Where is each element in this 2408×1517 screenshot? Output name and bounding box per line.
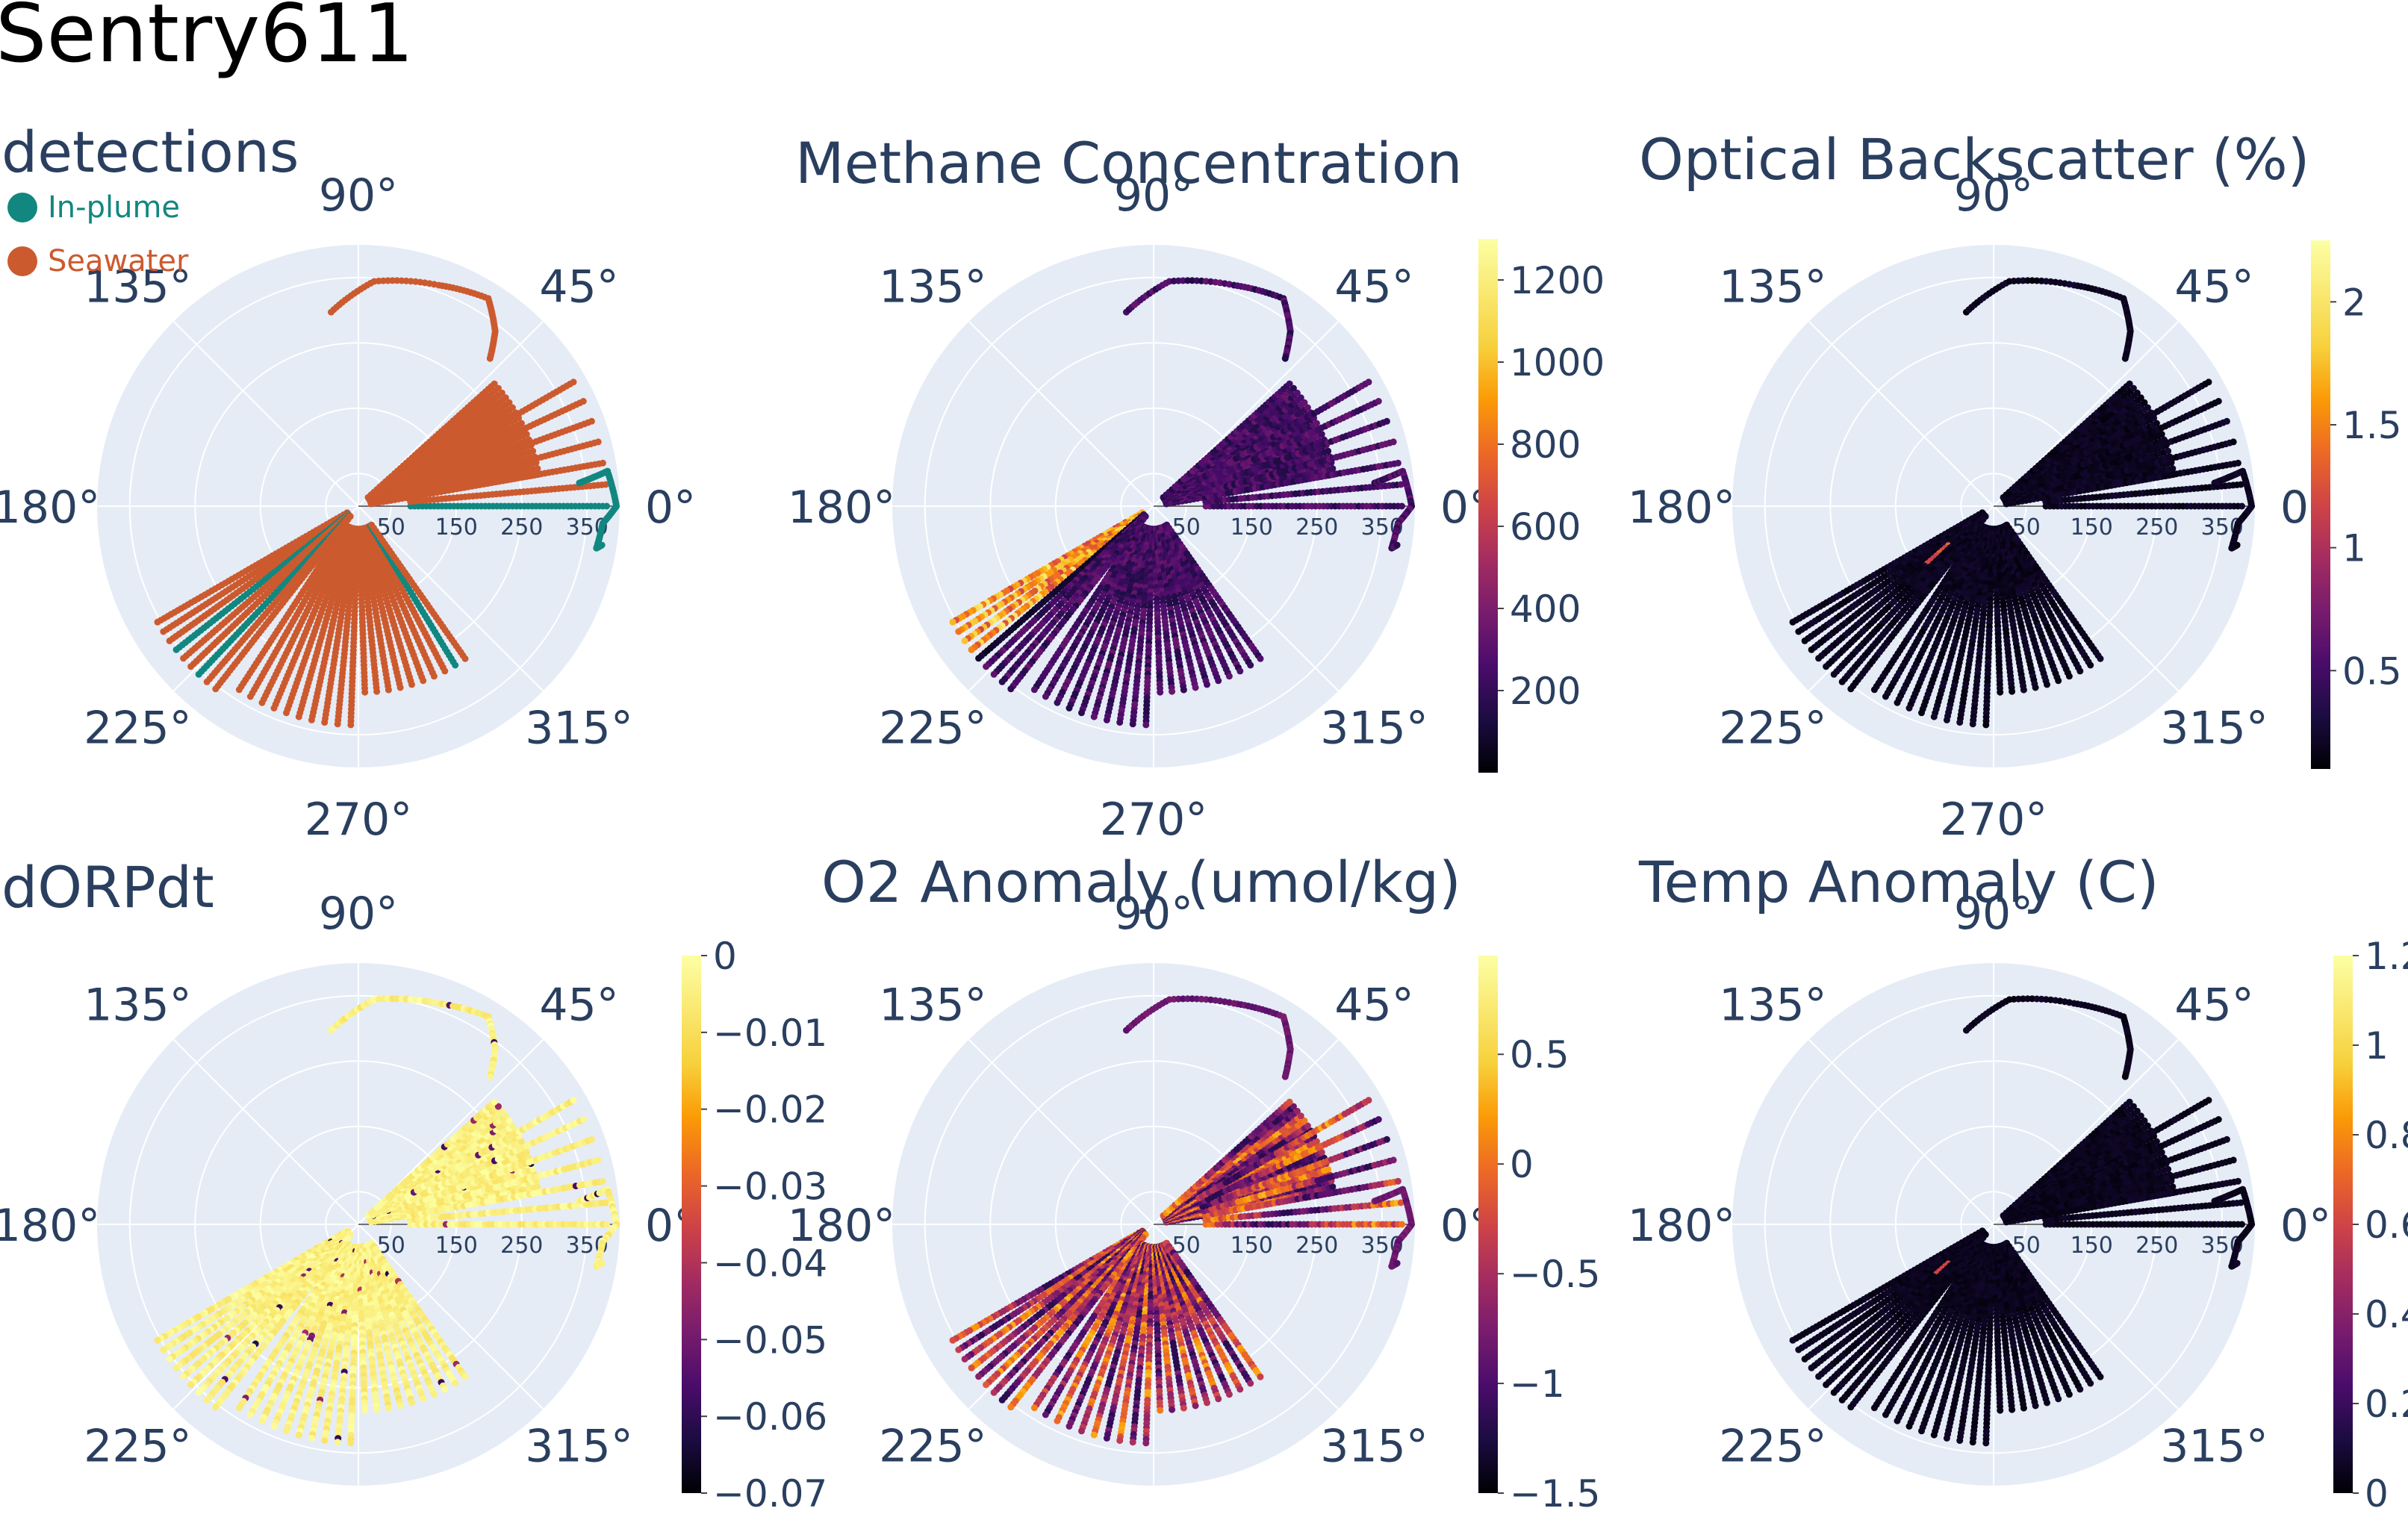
data-point <box>1390 438 1397 445</box>
data-point <box>1116 719 1123 726</box>
angular-tick-label: 225° <box>84 703 192 755</box>
data-point <box>173 647 180 653</box>
angular-tick-label: 270° <box>1100 794 1208 846</box>
data-point <box>155 619 161 626</box>
radial-tick-label: 250 <box>500 514 543 541</box>
data-point <box>491 381 498 387</box>
data-point <box>1366 379 1372 385</box>
data-point <box>1078 709 1085 716</box>
data-point <box>600 460 606 467</box>
radial-tick-label: 150 <box>435 514 478 541</box>
data-point <box>335 720 341 727</box>
angular-tick-label: 270° <box>305 794 413 846</box>
angular-tick-label: 315° <box>525 703 633 755</box>
data-point <box>1399 503 1405 510</box>
data-point <box>180 655 187 661</box>
data-point <box>212 685 219 692</box>
angular-tick-label: 90° <box>1114 169 1193 222</box>
data-point <box>452 662 458 669</box>
data-point <box>283 709 290 716</box>
angular-tick-label: 135° <box>879 261 987 313</box>
data-point <box>1130 720 1136 727</box>
legend-marker <box>7 246 37 276</box>
radial-tick-label: 250 <box>1295 514 1338 541</box>
data-point <box>487 355 494 362</box>
data-point <box>588 418 595 425</box>
data-point <box>595 438 602 445</box>
data-point <box>271 705 278 711</box>
legend-label: In-plume <box>48 190 180 225</box>
data-point <box>373 688 380 695</box>
data-point <box>599 542 606 549</box>
data-point <box>296 714 302 720</box>
data-point <box>955 629 962 635</box>
subplot-1: detections0°45°90°135°180°225°270°315°50… <box>0 119 696 846</box>
angular-tick-label: 180° <box>0 482 100 534</box>
data-point <box>408 681 415 688</box>
data-point <box>580 398 587 405</box>
figure-title: Sentry611 <box>0 0 414 81</box>
data-point <box>1104 717 1110 723</box>
data-point <box>259 700 266 706</box>
data-point <box>999 679 1006 685</box>
data-point <box>431 673 438 679</box>
data-point <box>247 694 254 700</box>
data-point <box>347 721 354 728</box>
data-point <box>397 685 404 691</box>
data-point <box>167 638 173 644</box>
data-point <box>385 687 392 694</box>
subplot-2: Methane Concentration0°45°90°135°180°225… <box>788 130 1605 846</box>
data-point <box>968 647 975 653</box>
data-point <box>321 719 328 726</box>
data-point <box>1007 685 1014 692</box>
data-point <box>308 717 315 723</box>
data-point <box>1054 700 1061 706</box>
data-point <box>975 655 982 661</box>
radial-tick-label: 150 <box>1231 514 1273 541</box>
angular-tick-label: 180° <box>788 482 896 534</box>
data-point <box>950 619 956 626</box>
data-point <box>991 671 998 678</box>
data-point <box>196 671 202 678</box>
angular-tick-label: 225° <box>879 703 987 755</box>
angular-tick-label: 90° <box>319 169 398 222</box>
data-point <box>462 655 469 662</box>
data-point <box>983 663 989 670</box>
data-point <box>1287 381 1293 387</box>
data-point <box>1091 714 1098 720</box>
data-point <box>1142 721 1149 728</box>
data-point <box>1395 460 1401 467</box>
data-point <box>420 677 426 684</box>
legend-marker <box>7 193 37 222</box>
data-point <box>1384 418 1390 425</box>
angular-tick-label: 45° <box>539 261 618 313</box>
data-point <box>1031 686 1038 693</box>
data-point <box>962 638 968 644</box>
angular-tick-label: 315° <box>1320 703 1428 755</box>
subplot-title: detections <box>1 119 299 185</box>
subplots: detections0°45°90°135°180°225°270°315°50… <box>0 119 2408 1517</box>
data-point <box>1066 705 1073 711</box>
data-point <box>441 667 448 674</box>
data-point <box>204 679 211 685</box>
angular-tick-label: 45° <box>1334 261 1413 313</box>
angular-tick-label: 0° <box>645 482 696 534</box>
data-point <box>1042 694 1049 700</box>
legend-label: Seawater <box>48 244 189 278</box>
data-point <box>160 629 167 635</box>
data-point <box>1375 398 1382 405</box>
data-point <box>570 379 577 385</box>
legend: In-plume Seawater <box>7 190 189 278</box>
data-point <box>361 689 368 696</box>
data-point <box>603 503 610 510</box>
data-point <box>236 686 243 693</box>
data-point <box>187 663 194 670</box>
